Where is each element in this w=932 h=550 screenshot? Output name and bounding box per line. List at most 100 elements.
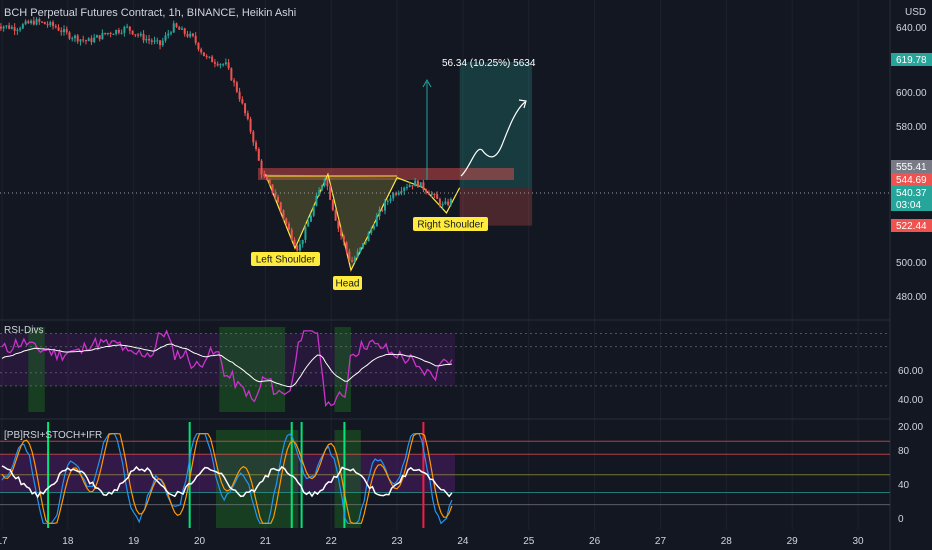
candle-body bbox=[287, 223, 290, 230]
candle-body bbox=[208, 56, 211, 58]
candle-body bbox=[233, 80, 236, 83]
rsi-ma-line bbox=[1, 343, 452, 388]
candle-body bbox=[230, 68, 233, 81]
candle-body bbox=[381, 209, 384, 211]
candle-body bbox=[109, 32, 112, 35]
rsi-panel-title: RSI-Divs bbox=[4, 325, 43, 336]
candle-body bbox=[120, 32, 123, 34]
candle-body bbox=[5, 25, 8, 27]
candle-body bbox=[279, 202, 282, 211]
candle-body bbox=[304, 226, 307, 240]
candle-body bbox=[32, 20, 35, 25]
projection-arrow[interactable] bbox=[460, 101, 526, 177]
candle-body bbox=[331, 199, 334, 210]
pattern-fill bbox=[265, 174, 398, 271]
svg-text:544.69: 544.69 bbox=[896, 175, 927, 186]
candle-body bbox=[224, 62, 227, 65]
chart-title: BCH Perpetual Futures Contract, 1h, BINA… bbox=[4, 7, 296, 19]
price-tick: 640.00 bbox=[896, 23, 927, 34]
price-axis[interactable]: USD 640.00 600.00 580.00 500.00 480.00 6… bbox=[891, 7, 932, 525]
candle-body bbox=[378, 209, 381, 217]
price-badge: 555.41 bbox=[891, 160, 932, 173]
candle-body bbox=[326, 178, 329, 187]
candle-body bbox=[213, 62, 216, 64]
candle-body bbox=[246, 113, 249, 120]
candle-body bbox=[27, 21, 30, 24]
candles bbox=[0, 16, 452, 263]
candle-body bbox=[367, 232, 370, 242]
x-tick-label: 25 bbox=[523, 536, 535, 547]
candle-body bbox=[115, 29, 118, 34]
countdown: 03:04 bbox=[896, 200, 921, 211]
candle-body bbox=[194, 35, 197, 43]
candle-body bbox=[153, 40, 156, 42]
price-panel[interactable]: 56.34 (10.25%) 5634 Left Shoulder Head R… bbox=[0, 7, 890, 290]
stoch-panel-title: [PB]RSI+STOCH+IFR bbox=[4, 430, 102, 441]
candle-body bbox=[277, 197, 280, 203]
x-tick-label: 28 bbox=[721, 536, 733, 547]
left-shoulder-tag[interactable]: Left Shoulder bbox=[251, 252, 320, 266]
candle-body bbox=[441, 203, 444, 206]
candle-body bbox=[255, 142, 258, 150]
candle-body bbox=[117, 29, 120, 33]
rsi-tick: 40.00 bbox=[898, 395, 923, 406]
candle-body bbox=[54, 25, 57, 28]
candle-body bbox=[433, 194, 436, 196]
candle-body bbox=[178, 27, 181, 30]
candle-body bbox=[145, 38, 148, 41]
candle-body bbox=[202, 52, 205, 57]
rsi-zone bbox=[334, 327, 351, 412]
candle-body bbox=[227, 62, 230, 69]
stoch-panel[interactable]: [PB]RSI+STOCH+IFR bbox=[0, 422, 890, 528]
rsi-line bbox=[1, 329, 453, 408]
candle-body bbox=[268, 180, 271, 185]
candle-body bbox=[95, 35, 98, 38]
candle-body bbox=[106, 32, 109, 35]
candle-body bbox=[90, 38, 93, 43]
candle-body bbox=[161, 40, 164, 46]
candle-body bbox=[24, 21, 27, 25]
candle-body bbox=[16, 29, 19, 31]
x-tick-label: 18 bbox=[62, 536, 74, 547]
candle-body bbox=[296, 245, 299, 251]
candle-body bbox=[392, 193, 395, 199]
candle-body bbox=[444, 201, 447, 204]
candle-body bbox=[263, 174, 266, 177]
candle-body bbox=[353, 257, 356, 262]
rsi-zone bbox=[28, 327, 45, 412]
candle-body bbox=[159, 40, 162, 46]
candle-body bbox=[10, 27, 13, 29]
time-axis[interactable]: 17 18 19 20 21 22 23 24 25 26 27 28 29 30 bbox=[0, 536, 864, 547]
profit-zone bbox=[459, 61, 533, 189]
candle-body bbox=[370, 228, 373, 233]
candle-body bbox=[301, 239, 304, 245]
candle-body bbox=[320, 185, 323, 191]
candle-body bbox=[384, 201, 387, 211]
candle-body bbox=[216, 63, 219, 66]
candle-body bbox=[235, 82, 238, 92]
candle-body bbox=[73, 35, 76, 39]
head-tag[interactable]: Head bbox=[333, 276, 362, 290]
candle-body bbox=[419, 182, 422, 187]
candle-body bbox=[76, 35, 79, 42]
candle-body bbox=[222, 64, 225, 66]
candle-body bbox=[30, 20, 33, 24]
candle-body bbox=[397, 192, 400, 195]
measure-arrow[interactable] bbox=[422, 78, 432, 180]
candle-body bbox=[123, 27, 126, 33]
long-position-tool[interactable] bbox=[459, 61, 533, 226]
candle-body bbox=[244, 103, 247, 114]
price-tick: 500.00 bbox=[896, 258, 927, 269]
candle-body bbox=[436, 194, 439, 199]
candle-body bbox=[351, 260, 354, 262]
rsi-panel[interactable]: RSI-Divs bbox=[0, 325, 890, 412]
candle-body bbox=[148, 38, 151, 41]
svg-text:522.44: 522.44 bbox=[896, 221, 927, 232]
candle-body bbox=[260, 160, 263, 175]
candle-body bbox=[403, 187, 406, 192]
candle-body bbox=[79, 39, 82, 42]
left-shoulder-label: Left Shoulder bbox=[256, 255, 316, 266]
right-shoulder-tag[interactable]: Right Shoulder bbox=[413, 217, 488, 231]
candle-body bbox=[87, 38, 90, 42]
